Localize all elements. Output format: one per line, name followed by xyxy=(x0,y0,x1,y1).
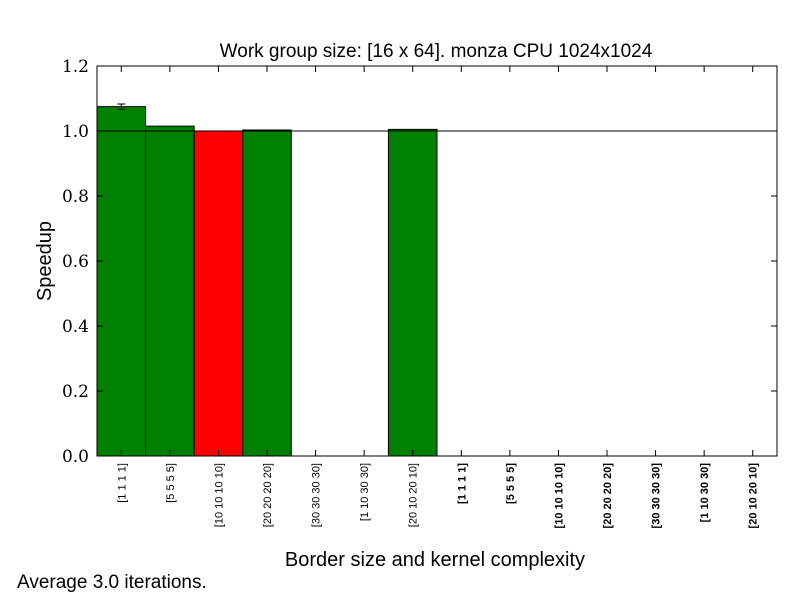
bar xyxy=(242,129,292,457)
x-tick-label: [20 20 20 20] xyxy=(602,463,614,529)
y-tick-label: 0.4 xyxy=(62,317,89,337)
x-axis-label: Border size and kernel complexity xyxy=(285,549,585,571)
bar xyxy=(387,128,438,457)
y-tick-label: 0.2 xyxy=(62,382,89,402)
y-axis-label: Speedup xyxy=(34,221,56,301)
x-tick-label: [1 10 30 30] xyxy=(699,463,711,523)
y-tick-label: 0.6 xyxy=(62,252,89,272)
x-tick-label: [1 1 1 1] xyxy=(456,463,468,504)
x-tick-label: [10 10 10 10] xyxy=(553,463,565,529)
x-tick-label: [30 30 30 30] xyxy=(651,463,663,529)
bars-group xyxy=(96,103,438,457)
error-bar xyxy=(117,103,126,110)
x-tick-label: [20 10 20 10] xyxy=(748,463,760,529)
chart-title: Work group size: [16 x 64]. monza CPU 10… xyxy=(220,41,653,62)
y-tick-label: 1.0 xyxy=(62,122,89,142)
x-tick-label: [5 5 5 5] xyxy=(165,463,177,503)
bar xyxy=(145,125,195,457)
x-tick-label: [1 1 1 1] xyxy=(116,463,128,503)
x-tick-label: [5 5 5 5] xyxy=(505,463,517,504)
bar xyxy=(193,130,244,457)
x-tick-label: [20 20 20 20] xyxy=(262,463,274,527)
footer-note: Average 3.0 iterations. xyxy=(17,572,207,593)
y-tick-label: 0.0 xyxy=(62,447,89,467)
x-tick-label: [1 10 30 30] xyxy=(359,463,371,521)
y-axis: 0.0 0.2 0.4 0.6 0.8 1.0 1.2 xyxy=(62,57,777,467)
y-tick-label: 1.2 xyxy=(62,57,89,77)
y-tick-label: 0.8 xyxy=(62,187,89,207)
x-axis: [1 1 1 1] [5 5 5 5] [10 10 10 10] [20 20 20… xyxy=(116,66,760,529)
bar xyxy=(96,106,147,457)
x-tick-label: [30 30 30 30] xyxy=(311,463,323,527)
x-tick-label: [20 10 20 10] xyxy=(408,463,420,527)
x-tick-label: [10 10 10 10] xyxy=(213,463,225,527)
